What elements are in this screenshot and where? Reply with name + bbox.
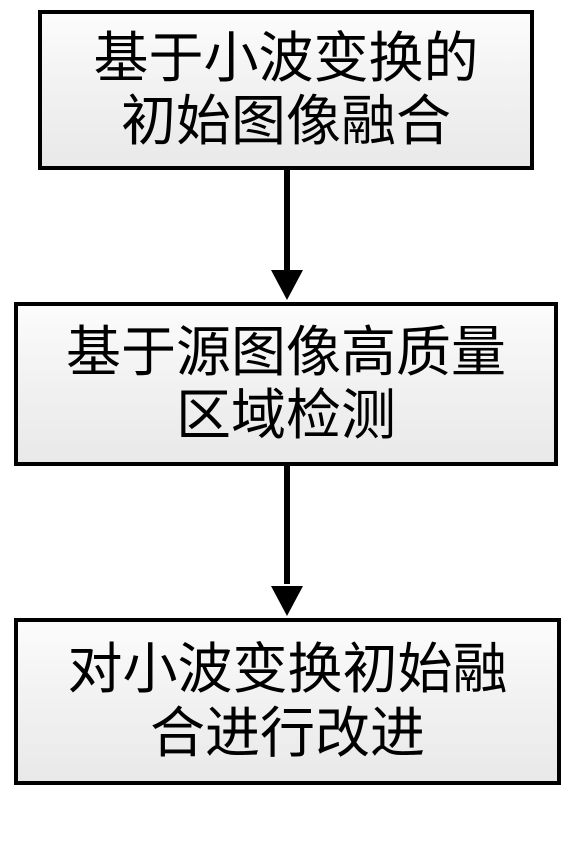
arrow-shaft-1 bbox=[284, 170, 290, 270]
flowchart-node-label: 基于小波变换的 初始图像融合 bbox=[42, 23, 530, 158]
arrow-head-2 bbox=[271, 586, 303, 616]
flowchart-node-n1: 基于小波变换的 初始图像融合 bbox=[38, 10, 534, 170]
arrow-head-1 bbox=[271, 270, 303, 300]
flowchart-canvas: 基于小波变换的 初始图像融合基于源图像高质量 区域检测对小波变换初始融 合进行改… bbox=[0, 0, 572, 860]
flowchart-node-n2: 基于源图像高质量 区域检测 bbox=[14, 302, 558, 466]
arrow-shaft-2 bbox=[284, 466, 290, 584]
flowchart-node-n3: 对小波变换初始融 合进行改进 bbox=[14, 618, 561, 785]
flowchart-node-label: 基于源图像高质量 区域检测 bbox=[18, 317, 554, 452]
flowchart-node-label: 对小波变换初始融 合进行改进 bbox=[18, 634, 557, 769]
